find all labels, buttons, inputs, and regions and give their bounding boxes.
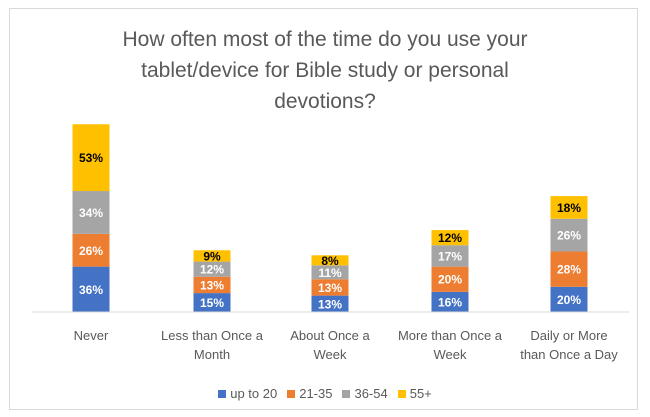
bar-segment xyxy=(550,286,588,312)
x-tick-label: More than Once a xyxy=(398,328,503,343)
x-tick-label: Daily or More xyxy=(530,328,607,343)
x-tick-label: Less than Once a xyxy=(161,328,264,343)
legend-label: 21-35 xyxy=(299,386,333,401)
data-label: 53% xyxy=(79,151,103,165)
legend-swatch xyxy=(287,390,296,398)
chart-title-line-1: How often most of the time do you use yo… xyxy=(122,28,528,51)
bar-segment xyxy=(193,261,231,277)
bar-segment xyxy=(431,291,469,312)
chart-title: How often most of the time do you use yo… xyxy=(0,24,650,117)
data-label: 13% xyxy=(200,278,224,292)
data-label: 20% xyxy=(438,273,462,287)
legend-label: 55+ xyxy=(409,386,432,401)
bar-segment xyxy=(550,218,588,252)
bar-segment xyxy=(311,255,349,266)
bar-segment xyxy=(311,265,349,280)
bar-segment xyxy=(311,295,349,312)
x-tick-labels: Never Less than Once a Month About Once a We… xyxy=(74,328,619,362)
data-label: 26% xyxy=(79,244,103,258)
bars-group: 36%26%34%53%15%13%12%9%13%13%11%8%16%20%… xyxy=(72,124,588,312)
bar-segment xyxy=(193,293,231,312)
data-label: 20% xyxy=(557,293,581,307)
data-label: 12% xyxy=(200,263,224,277)
data-label: 13% xyxy=(318,297,342,311)
legend-swatch xyxy=(342,390,351,398)
data-label: 18% xyxy=(557,201,581,215)
bar-segment xyxy=(193,276,231,294)
chart-frame xyxy=(9,8,638,410)
bar-segment xyxy=(431,266,469,292)
chart-title-line-3: devotions? xyxy=(274,90,376,113)
data-label: 36% xyxy=(79,283,103,297)
legend-label: up to 20 xyxy=(230,386,278,401)
bar-segment xyxy=(431,245,469,267)
legend-item: 55+ xyxy=(397,386,432,401)
x-tick-label: Never xyxy=(74,328,109,343)
bar-segment xyxy=(72,266,110,312)
chart-legend: up to 20 21-35 36-54 55+ xyxy=(0,386,650,401)
legend-item: 36-54 xyxy=(342,386,388,401)
data-label: 16% xyxy=(438,295,462,309)
data-label: 28% xyxy=(557,263,581,277)
data-label: 8% xyxy=(321,254,339,268)
bar-segment xyxy=(72,191,110,234)
bar-segment xyxy=(311,279,349,296)
x-tick-label: than Once a Day xyxy=(520,347,618,362)
data-label: 15% xyxy=(200,296,224,310)
bar-segment xyxy=(431,230,469,246)
bar-segment xyxy=(550,196,588,219)
x-tick-label: Week xyxy=(314,347,347,362)
data-label: 17% xyxy=(438,249,462,263)
data-label: 9% xyxy=(203,249,221,263)
bar-segment xyxy=(550,251,588,287)
x-tick-label: Week xyxy=(434,347,467,362)
bar-segment xyxy=(72,124,110,192)
data-label: 26% xyxy=(557,229,581,243)
chart-title-line-2: tablet/device for Bible study or persona… xyxy=(141,59,509,82)
bar-segment xyxy=(193,250,231,262)
x-tick-label: Month xyxy=(194,347,230,362)
x-tick-label: About Once a xyxy=(290,328,370,343)
data-label: 34% xyxy=(79,206,103,220)
legend-swatch xyxy=(218,390,227,398)
legend-label: 36-54 xyxy=(354,386,388,401)
data-label: 13% xyxy=(318,281,342,295)
legend-item: 21-35 xyxy=(287,386,332,401)
data-label: 12% xyxy=(438,231,462,245)
legend-item: up to 20 xyxy=(218,386,277,401)
data-label: 11% xyxy=(318,266,342,280)
legend-swatch xyxy=(397,390,406,398)
bar-segment xyxy=(72,233,110,267)
